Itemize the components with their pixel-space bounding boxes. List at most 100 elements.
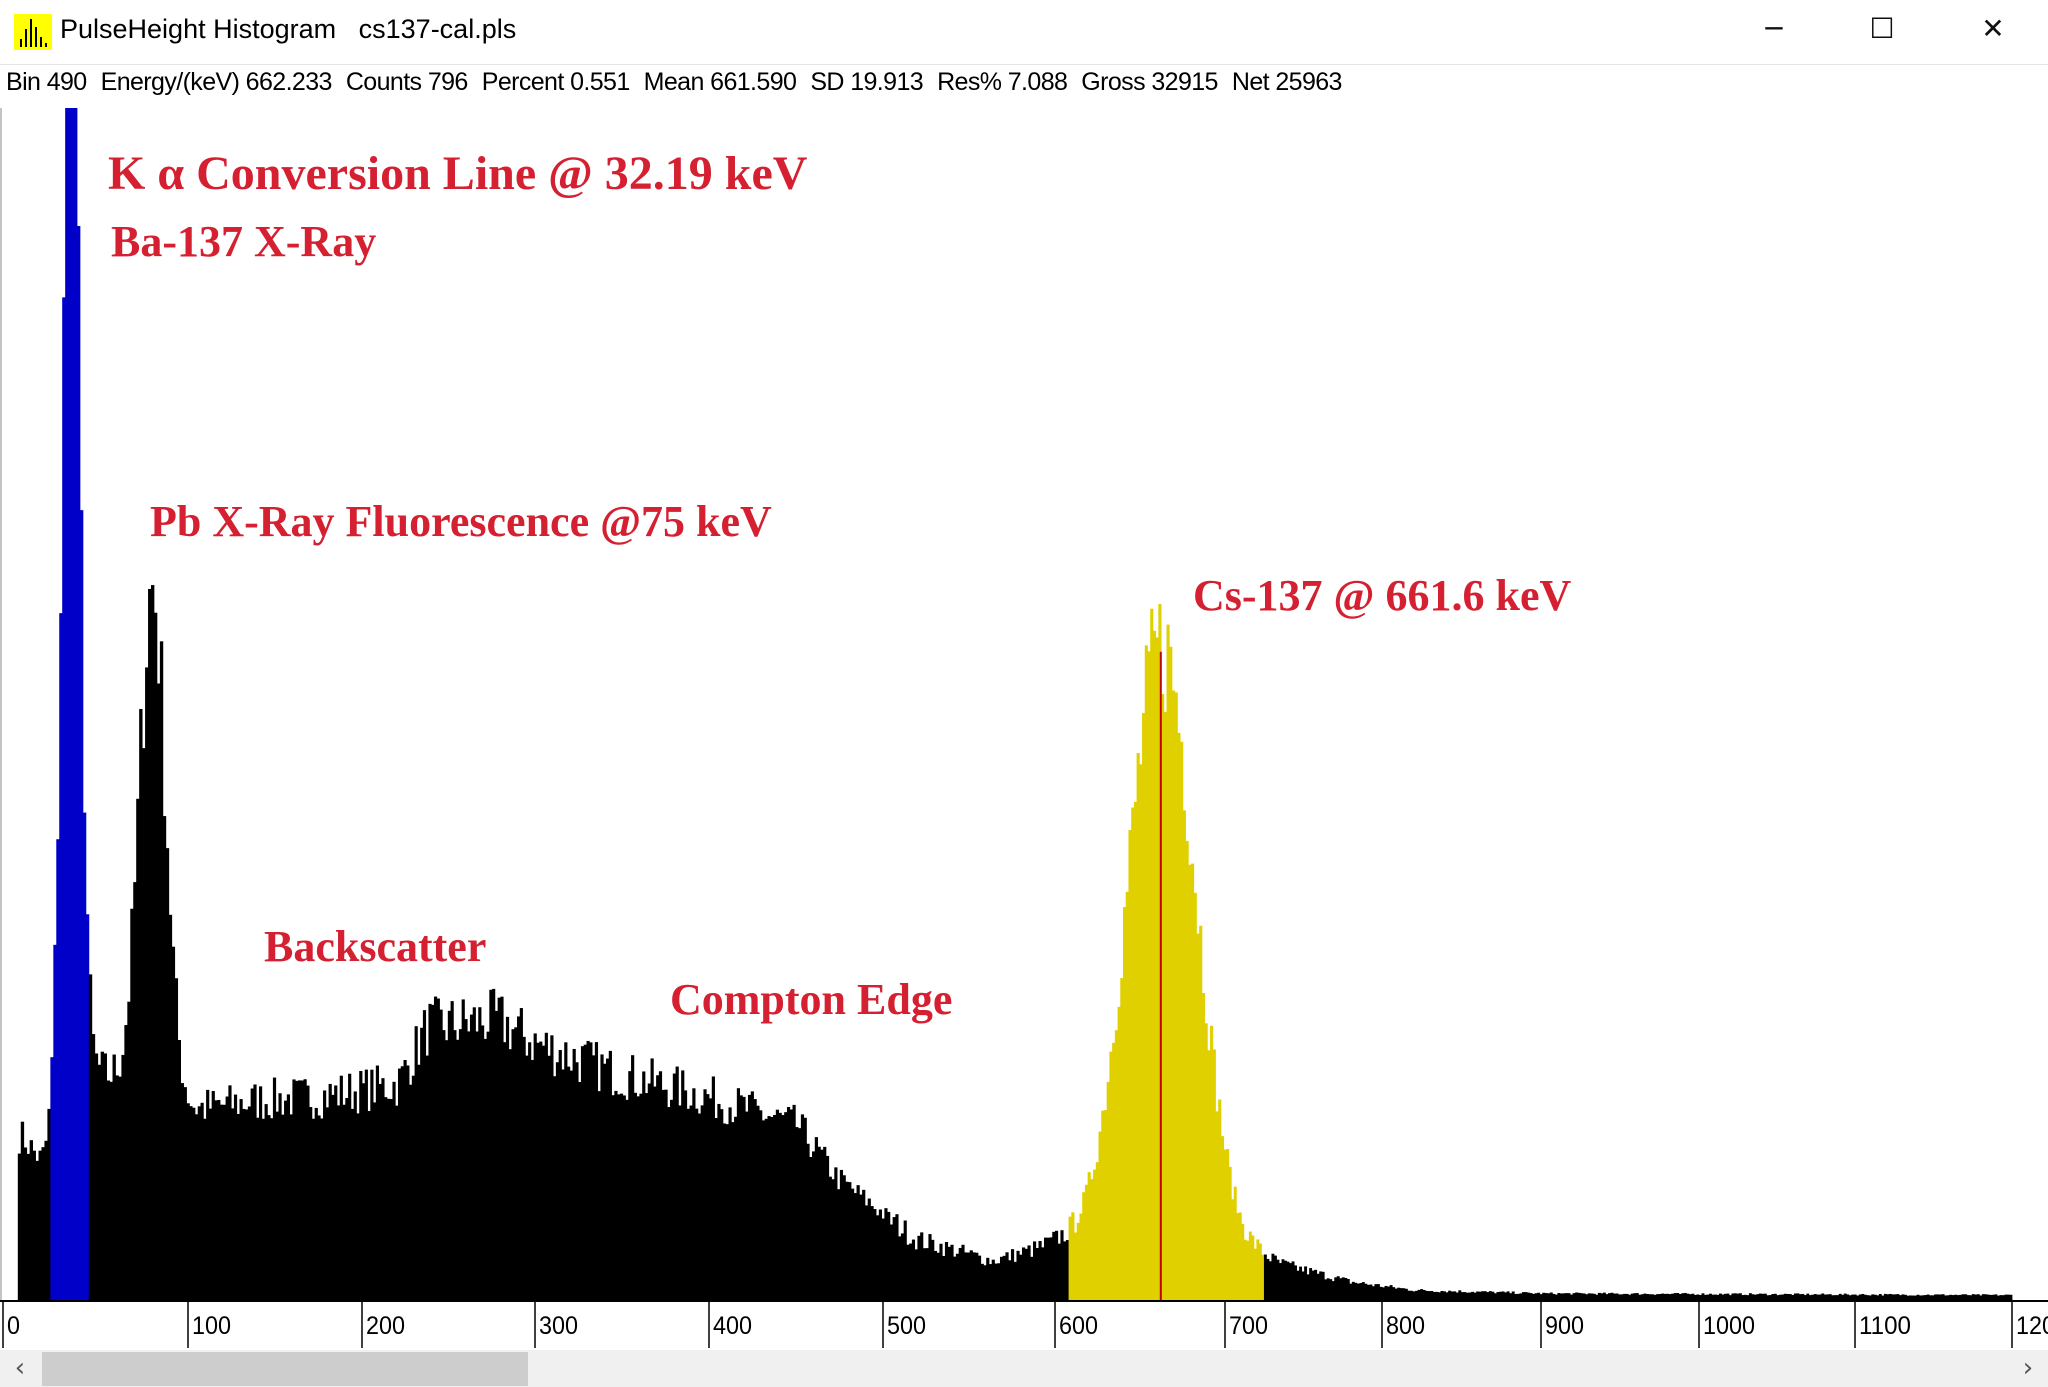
histogram-bar <box>550 1035 554 1300</box>
histogram-bar <box>1916 1294 1920 1300</box>
histogram-bar <box>1136 753 1140 1300</box>
histogram-bar <box>1645 1294 1649 1300</box>
histogram-bar <box>1537 1292 1541 1300</box>
histogram-bar <box>1521 1292 1525 1300</box>
histogram-bar <box>233 1094 238 1300</box>
histogram-bar <box>1607 1293 1611 1300</box>
histogram-bar <box>2009 1294 2013 1300</box>
histogram-bar <box>1691 1293 1695 1300</box>
histogram-bar <box>1726 1293 1730 1300</box>
histogram-bar <box>77 226 81 1300</box>
histogram-bar <box>1996 1295 2000 1300</box>
histogram-bar <box>1366 1284 1370 1300</box>
histogram-bar <box>1399 1288 1403 1300</box>
histogram-bar <box>1582 1293 1586 1300</box>
histogram-bar <box>1788 1294 1792 1300</box>
histogram-bar <box>547 1055 551 1300</box>
histogram-bar <box>359 1070 363 1300</box>
histogram-bar <box>1215 1111 1219 1300</box>
histogram-bar <box>567 1066 571 1300</box>
histogram-bar <box>781 1115 785 1300</box>
scroll-right-icon[interactable]: › <box>2022 1353 2034 1383</box>
maximize-button[interactable]: ☐ <box>1869 12 1895 45</box>
histogram-bar <box>1866 1295 1870 1300</box>
histogram-bar <box>79 510 84 1300</box>
histogram-bar <box>1898 1295 1902 1300</box>
histogram-bar <box>431 1004 435 1300</box>
histogram-bar <box>600 1054 604 1300</box>
histogram-bar <box>1773 1293 1777 1300</box>
histogram-bar <box>1552 1293 1556 1300</box>
histogram-bar <box>200 1102 204 1300</box>
annotation-cs137: Cs-137 @ 661.6 keV <box>1193 571 1572 620</box>
histogram-bar <box>1114 1030 1118 1300</box>
histogram-bar <box>1946 1295 1950 1300</box>
histogram-bar <box>806 1143 810 1300</box>
histogram-bar <box>1823 1294 1827 1300</box>
histogram-bar <box>1941 1294 1945 1300</box>
histogram-bar <box>109 1081 113 1300</box>
histogram-bar <box>778 1112 782 1300</box>
horizontal-scrollbar[interactable]: ‹ › <box>0 1350 2048 1387</box>
histogram-bar <box>309 1107 313 1300</box>
histogram-bar <box>1676 1293 1680 1300</box>
annotation-ba137: Ba-137 X-Ray <box>111 217 377 266</box>
histogram-bar <box>722 1123 727 1300</box>
histogram-bar <box>988 1264 993 1300</box>
histogram-bar <box>1793 1293 1797 1300</box>
histogram-bar <box>1575 1292 1579 1300</box>
histogram-bar <box>1364 1283 1368 1300</box>
histogram-bar <box>775 1109 779 1300</box>
histogram-bar <box>1471 1291 1474 1300</box>
histogram-bar <box>1623 1293 1627 1300</box>
histogram-bar <box>631 1055 635 1300</box>
histogram-bar <box>750 1091 754 1300</box>
histogram-bar <box>1359 1282 1363 1300</box>
minimize-button[interactable]: ─ <box>1765 12 1783 45</box>
histogram-bar <box>334 1085 338 1300</box>
histogram-bar <box>653 1086 657 1300</box>
histogram-bar <box>1093 1169 1097 1300</box>
histogram-bar <box>165 848 170 1300</box>
histogram-bar <box>1625 1293 1629 1300</box>
histogram-bar <box>133 882 137 1300</box>
status-value: 662.233 <box>245 68 333 96</box>
histogram-bar <box>792 1104 796 1300</box>
histogram-bar <box>1019 1254 1023 1300</box>
histogram-bar <box>1838 1293 1842 1300</box>
histogram-bar <box>1903 1294 1907 1300</box>
scroll-left-icon[interactable]: ‹ <box>14 1353 26 1383</box>
histogram-bar <box>1663 1293 1667 1300</box>
close-button[interactable]: ✕ <box>1981 12 2005 45</box>
histogram-plot[interactable]: 0 100 200 300 400 500 600 700 800 900 1000 1100 1200 <box>0 108 2048 1350</box>
histogram-bar <box>1241 1223 1245 1300</box>
histogram-bar <box>303 1079 307 1300</box>
status-label: Counts <box>345 68 422 96</box>
histogram-bar <box>745 1111 749 1300</box>
histogram-bar <box>1936 1294 1940 1300</box>
histogram-bar <box>292 1079 296 1300</box>
histogram-bar <box>264 1104 268 1300</box>
histogram-bar <box>1658 1294 1662 1300</box>
histogram-bar <box>1821 1293 1825 1300</box>
histogram-bar <box>1931 1295 1935 1300</box>
histogram-bar <box>812 1151 816 1300</box>
histogram-bar <box>683 1090 688 1300</box>
x-tick-label: 1200 <box>2016 1312 2048 1340</box>
histogram-bar <box>889 1224 894 1300</box>
histogram-bar <box>1376 1284 1380 1300</box>
histogram-bar <box>82 812 87 1300</box>
histogram-bar <box>100 1051 105 1300</box>
histogram-bar <box>194 1114 199 1300</box>
histogram-bar <box>328 1083 332 1300</box>
histogram-bar <box>59 613 63 1300</box>
histogram-bar <box>1374 1284 1378 1300</box>
histogram-bar <box>1120 978 1124 1300</box>
histogram-bar <box>1640 1294 1644 1300</box>
histogram-bar <box>633 1092 638 1300</box>
histogram-bar <box>1648 1294 1652 1300</box>
histogram-bar <box>192 1107 196 1300</box>
histogram-bar <box>342 1104 346 1300</box>
histogram-bar <box>725 1124 729 1300</box>
scrollbar-thumb[interactable] <box>42 1352 528 1386</box>
